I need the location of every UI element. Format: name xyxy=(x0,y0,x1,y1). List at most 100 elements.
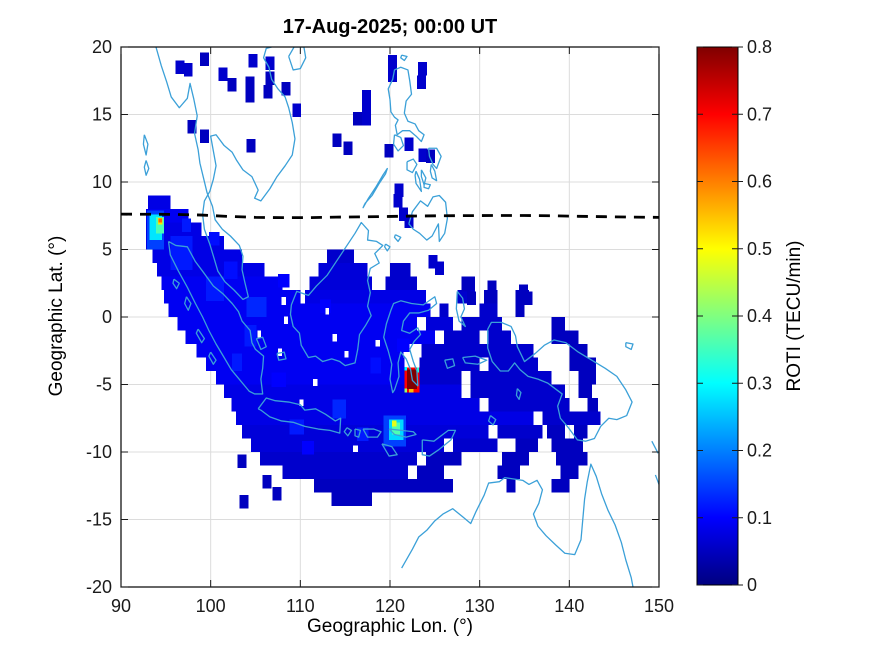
coastline-path xyxy=(408,194,449,243)
coastline-path xyxy=(362,428,382,438)
texture-patch xyxy=(289,419,304,435)
heat-run xyxy=(152,249,243,263)
texture-patch xyxy=(370,357,382,374)
heat-cell xyxy=(388,68,398,83)
colorbar-label-layer: 0 0.1 0.2 0.3 0.4 0.5 0.6 0.7 0.8 xyxy=(747,37,772,595)
heat-run xyxy=(318,263,368,277)
x-tick-label: 110 xyxy=(286,596,315,616)
y-axis-label: Geographic Lat. (°) xyxy=(46,235,67,397)
coastline-path xyxy=(400,54,408,62)
coastline-path xyxy=(381,443,398,457)
coastline-layer xyxy=(142,47,659,587)
heat-run xyxy=(506,479,516,493)
heat-run xyxy=(327,249,355,263)
heat-hole xyxy=(281,296,286,305)
texture-patch xyxy=(170,236,193,270)
texture-patch xyxy=(332,399,347,419)
coastline-path xyxy=(455,290,466,328)
heat-cell xyxy=(428,254,438,269)
heat-cell xyxy=(265,56,275,70)
y-tick-label: 0 xyxy=(102,307,112,327)
x-tick-label: 150 xyxy=(644,596,674,616)
coastline-path xyxy=(515,388,522,401)
coastline-path xyxy=(195,328,206,344)
coastline-path xyxy=(388,428,417,438)
heat-run xyxy=(421,344,534,358)
heat-cell xyxy=(388,55,398,69)
coastline-path xyxy=(343,427,353,437)
heat-cell xyxy=(292,103,302,118)
heat-cell xyxy=(362,103,372,118)
texture-patch xyxy=(356,427,369,442)
heat-run xyxy=(177,317,417,331)
heat-run xyxy=(304,290,426,304)
heat-run xyxy=(488,398,570,412)
heat-cell xyxy=(418,148,428,162)
heat-cell xyxy=(237,454,247,469)
heat-hole xyxy=(257,330,261,338)
texture-patch xyxy=(397,338,410,353)
heat-run xyxy=(578,371,597,385)
x-axis-label: Geographic Lon. (°) xyxy=(306,616,474,637)
hotspot-cell xyxy=(404,388,408,393)
heat-cell xyxy=(404,137,414,151)
heat-run xyxy=(425,317,453,331)
heat-run xyxy=(497,425,543,439)
coastline-path xyxy=(427,147,442,170)
coastline-path xyxy=(429,164,438,182)
heat-cell xyxy=(246,138,256,153)
heat-run xyxy=(461,317,503,331)
heat-cell xyxy=(245,88,255,103)
heat-run xyxy=(309,276,373,290)
heat-cell xyxy=(425,149,435,164)
texture-patch xyxy=(271,372,286,388)
heat-cell xyxy=(416,75,426,89)
texture-patch xyxy=(181,218,191,232)
coastline-path xyxy=(487,321,633,442)
colorbar xyxy=(697,47,738,585)
heat-cell xyxy=(199,129,209,143)
heat-cell xyxy=(227,78,237,92)
heat-cell xyxy=(467,291,477,305)
coastline-path xyxy=(444,358,456,369)
hotspot-cell xyxy=(392,420,397,427)
heat-run xyxy=(502,452,529,466)
colorbar-tick-label: 0.6 xyxy=(747,172,772,192)
heat-hole xyxy=(344,350,349,358)
heat-run xyxy=(313,479,453,493)
coastline-path xyxy=(288,47,307,71)
y-tick-label: -5 xyxy=(96,375,112,395)
heat-run xyxy=(443,330,480,344)
heat-run xyxy=(587,398,599,412)
y-tick-label: -15 xyxy=(86,510,112,530)
heat-cell xyxy=(175,60,185,74)
heat-cell xyxy=(245,76,255,91)
colorbar-tick-label: 0.8 xyxy=(747,37,772,57)
heat-run xyxy=(439,303,449,317)
coastline-path xyxy=(155,47,296,301)
x-tick-label: 100 xyxy=(196,596,226,616)
heat-cell xyxy=(404,214,414,228)
coastline-path xyxy=(393,234,402,243)
x-tick-label: 90 xyxy=(111,596,131,616)
heat-cell xyxy=(248,53,258,68)
colorbar-tick-label: 0 xyxy=(747,575,757,595)
coastline-path xyxy=(383,243,391,252)
heat-cell xyxy=(523,291,533,305)
heat-run xyxy=(331,492,373,506)
heat-cell xyxy=(199,52,209,66)
coastline-path xyxy=(401,463,634,587)
heat-hole xyxy=(353,445,359,452)
coastline-path xyxy=(142,134,149,156)
coastline-path xyxy=(406,158,418,174)
heat-run xyxy=(416,465,444,479)
heat-hole xyxy=(332,333,338,342)
colorbar-tick-label: 0.3 xyxy=(747,373,772,393)
hotspot-cell xyxy=(416,367,420,373)
heat-run xyxy=(515,303,525,317)
heat-run xyxy=(251,438,444,452)
heat-hole xyxy=(284,316,289,324)
texture-patch xyxy=(232,353,243,371)
